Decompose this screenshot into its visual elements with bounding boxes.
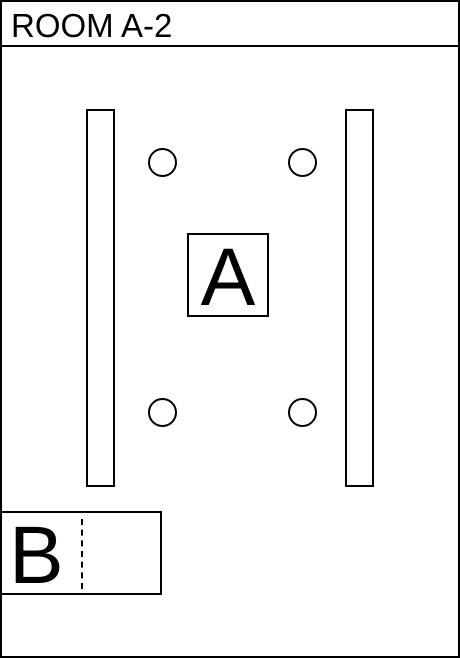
title-bar: ROOM A-2	[0, 0, 460, 47]
item-b-box: B	[0, 511, 162, 599]
item-b-dashed-divider	[81, 519, 83, 589]
item-b-label: B	[9, 510, 64, 601]
bottom-right-circle	[288, 398, 317, 427]
bottom-left-circle	[148, 398, 177, 427]
right-rail	[345, 109, 374, 487]
item-a-box: A	[187, 232, 269, 323]
top-left-circle	[148, 148, 177, 177]
left-rail	[86, 109, 115, 487]
item-a-label: A	[200, 232, 256, 323]
room-title: ROOM A-2	[11, 7, 173, 44]
top-right-circle	[288, 148, 317, 177]
